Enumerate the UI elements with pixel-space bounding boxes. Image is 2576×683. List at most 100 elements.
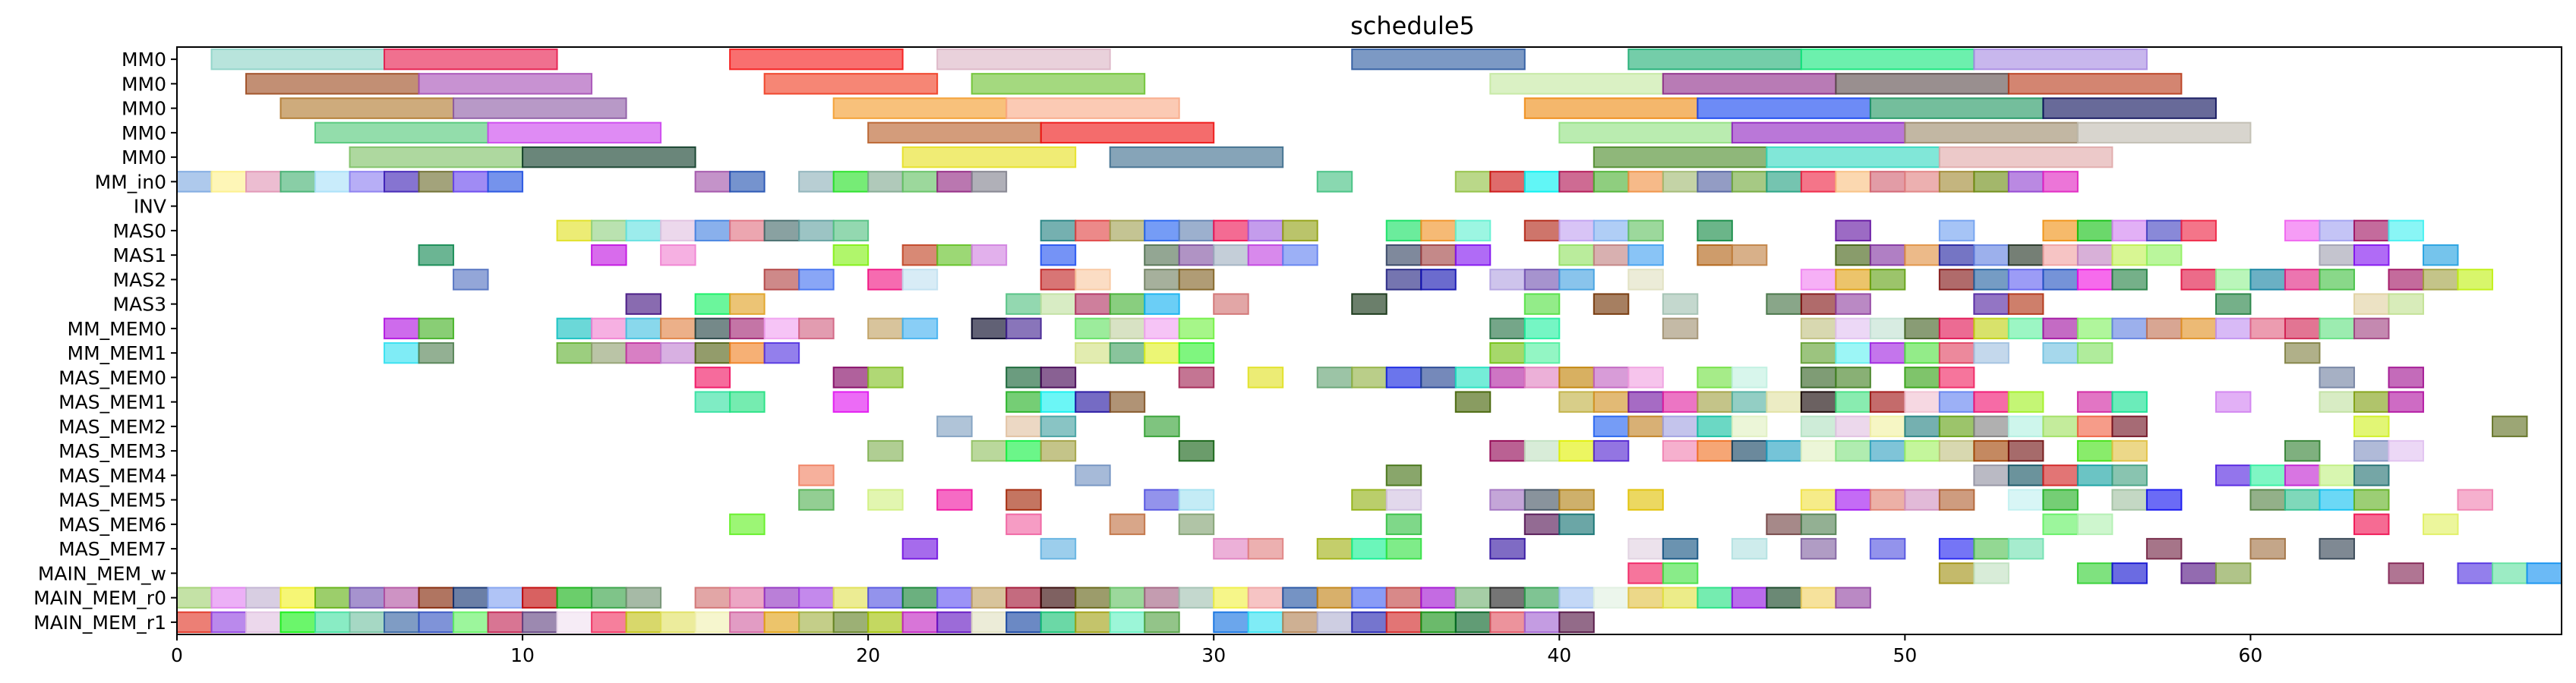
task-bar xyxy=(1489,317,1526,340)
x-tick-label: 20 xyxy=(856,644,880,666)
task-bar xyxy=(867,587,904,609)
task-bar xyxy=(1627,367,1664,389)
task-bar xyxy=(591,611,627,634)
task-bar xyxy=(1385,244,1422,266)
y-tick-label: MAS_MEM0 xyxy=(58,367,166,389)
task-bar xyxy=(2111,391,2148,413)
task-bar xyxy=(2388,391,2424,413)
task-bar xyxy=(1385,464,1422,486)
task-bar xyxy=(245,611,282,634)
task-bar xyxy=(2422,269,2459,291)
task-bar xyxy=(763,587,800,609)
task-bar xyxy=(694,219,731,242)
task-bar xyxy=(1904,171,1940,193)
task-bar xyxy=(1662,439,1699,462)
task-bar xyxy=(1627,171,1664,193)
task-bar xyxy=(2042,219,2079,242)
task-bar xyxy=(2284,489,2321,511)
task-bar xyxy=(556,587,593,609)
task-bar xyxy=(1766,513,1802,536)
y-tick-label: MM0 xyxy=(122,49,166,71)
task-bar xyxy=(2284,439,2321,462)
task-bar xyxy=(1973,464,2009,486)
task-bar xyxy=(453,171,489,193)
task-bar xyxy=(2042,171,2079,193)
plot-frame xyxy=(176,46,2562,635)
task-bar xyxy=(2145,317,2183,340)
task-bar xyxy=(1973,171,2009,193)
task-bar xyxy=(1316,537,1353,560)
y-tick-label: MAS_MEM5 xyxy=(58,489,166,511)
task-bar xyxy=(1040,367,1077,389)
task-bar xyxy=(1869,415,1906,438)
task-bar xyxy=(1697,171,1733,193)
task-bar xyxy=(1731,587,1768,609)
task-bar xyxy=(1973,48,2148,71)
task-bar xyxy=(2007,244,2044,266)
chart-title: schedule5 xyxy=(1350,11,1475,40)
y-tick-label: MM_MEM1 xyxy=(68,342,166,364)
task-bar xyxy=(2076,513,2114,536)
task-bar xyxy=(694,317,731,340)
task-bar xyxy=(832,171,870,193)
task-bar xyxy=(1523,513,1561,536)
task-bar xyxy=(1282,244,1318,266)
task-bar xyxy=(1938,415,1975,438)
task-bar xyxy=(1938,244,1975,266)
task-bar xyxy=(1005,611,1042,634)
task-bar xyxy=(1178,342,1215,364)
task-bar xyxy=(418,317,455,340)
task-bar xyxy=(1489,171,1526,193)
task-bar xyxy=(2076,415,2114,438)
task-bar xyxy=(1869,244,1906,266)
task-bar xyxy=(1766,391,1802,413)
task-bar xyxy=(1558,244,1595,266)
task-bar xyxy=(453,587,489,609)
task-bar xyxy=(487,587,524,609)
task-bar xyxy=(1800,48,1975,71)
task-bar xyxy=(1558,439,1595,462)
y-tick-label: MAS1 xyxy=(113,244,166,266)
task-bar xyxy=(1835,293,1871,315)
task-bar xyxy=(384,171,420,193)
y-tick-label: MM_MEM0 xyxy=(68,318,166,340)
task-bar xyxy=(1835,171,1871,193)
task-bar xyxy=(1869,97,2044,119)
task-bar xyxy=(1178,587,1215,609)
task-bar xyxy=(2388,219,2424,242)
task-bar xyxy=(1385,219,1422,242)
task-bar xyxy=(418,587,455,609)
y-tick-label: MAS_MEM2 xyxy=(58,416,166,438)
task-bar xyxy=(1835,244,1871,266)
task-bar xyxy=(1697,587,1733,609)
task-bar xyxy=(1835,269,1871,291)
task-bar xyxy=(1351,489,1387,511)
task-bar xyxy=(2007,269,2044,291)
task-bar xyxy=(1213,244,1249,266)
task-bar xyxy=(660,219,696,242)
y-tick-label: MAS0 xyxy=(113,220,166,242)
task-bar xyxy=(971,587,1008,609)
task-bar xyxy=(1766,587,1802,609)
task-bar xyxy=(1973,439,2009,462)
task-bar xyxy=(2353,317,2390,340)
task-bar xyxy=(832,219,870,242)
task-bar xyxy=(487,611,524,634)
task-bar xyxy=(1523,219,1561,242)
y-tick-label: MM0 xyxy=(122,146,166,168)
task-bar xyxy=(1040,293,1077,315)
task-bar xyxy=(1420,244,1457,266)
task-bar xyxy=(867,269,904,291)
task-bar xyxy=(1731,537,1768,560)
task-bar xyxy=(867,121,1042,144)
task-bar xyxy=(1938,391,1975,413)
task-bar xyxy=(971,171,1008,193)
task-bar xyxy=(1973,562,2009,584)
task-bar xyxy=(2215,269,2252,291)
task-bar xyxy=(1489,537,1526,560)
y-axis-labels: MM0MM0MM0MM0MM0MM_in0INVMAS0MAS1MAS2MAS3… xyxy=(33,49,177,634)
task-bar xyxy=(832,97,1008,119)
task-bar xyxy=(487,121,662,144)
y-tick-label: MAS_MEM7 xyxy=(58,538,166,560)
task-bar xyxy=(1904,317,1940,340)
